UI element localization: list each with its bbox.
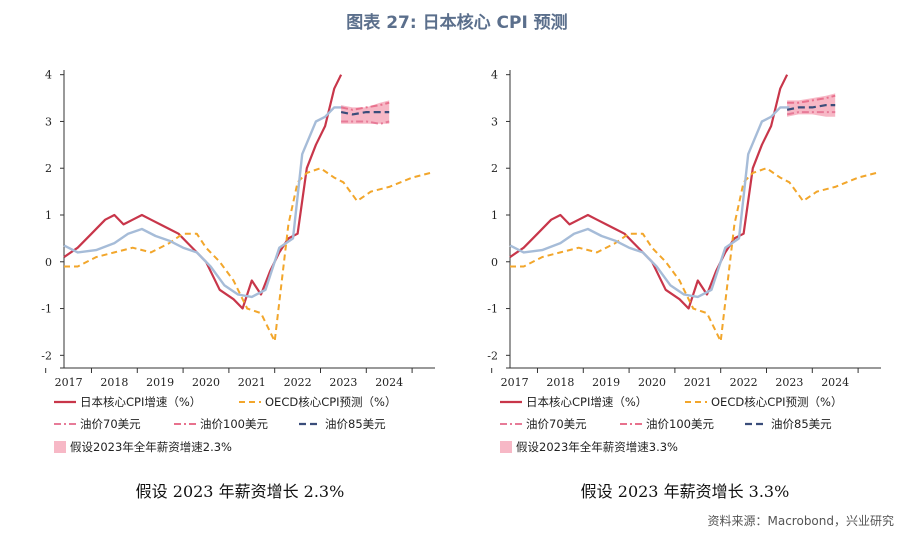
series-line-oecd xyxy=(510,167,877,343)
x-tick-label: 2022 xyxy=(284,376,312,389)
chart-right-svg: 4 3 2 1 0 -1 -2 2017 2018 2019 2020 2021 2022 2023 202… xyxy=(487,69,881,454)
caption-left: 假设 2023 年薪资增长 2.3% xyxy=(135,482,345,501)
y-tick-label: -1 xyxy=(487,303,498,316)
chart-left-svg: 4 3 2 1 0 -1 -2 2017 2018 2019 2020 2021 2022 2023 202… xyxy=(41,69,435,454)
x-tick-label: 2021 xyxy=(238,376,266,389)
x-tick-label: 2024 xyxy=(375,376,403,389)
series-line-proxy xyxy=(509,106,790,299)
y-tick-label: 0 xyxy=(491,256,498,269)
y-tick-label: 1 xyxy=(45,209,52,222)
y-tick-label: 2 xyxy=(491,162,498,175)
legend-band-swatch xyxy=(54,441,66,453)
legend-core-cpi-label: 日本核心CPI增速（%） xyxy=(526,395,647,409)
legend-band-label: 假设2023年全年薪资增速3.3% xyxy=(516,440,678,454)
x-tick-label: 2023 xyxy=(775,376,803,389)
series-line-oil85 xyxy=(340,111,390,116)
source-note: 资料来源：Macrobond，兴业研究 xyxy=(707,514,895,528)
x-tick-label: 2022 xyxy=(730,376,758,389)
legend-oil70-label: 油价70美元 xyxy=(526,417,587,431)
series-line-oil70 xyxy=(786,111,836,116)
x-tick-label: 2019 xyxy=(146,376,174,389)
series-line-oil70 xyxy=(341,120,390,125)
legend-oil100-label: 油价100美元 xyxy=(200,417,268,431)
legend-band-swatch xyxy=(500,441,512,453)
legend-oil70-label: 油价70美元 xyxy=(80,417,141,431)
x-tick-label: 2024 xyxy=(821,376,849,389)
y-tick-label: 3 xyxy=(45,115,52,128)
y-tick-label: 0 xyxy=(45,256,52,269)
series-line-core_cpi xyxy=(63,74,343,310)
legend-core-cpi-label: 日本核心CPI增速（%） xyxy=(80,395,201,409)
series-line-oil100 xyxy=(340,101,390,111)
chart-panel-right: 4 3 2 1 0 -1 -2 2017 2018 2019 2020 2021 2022 2023 202… xyxy=(456,30,896,500)
legend-oecd-label: OECD核心CPI预测（%） xyxy=(265,395,397,409)
series-line-oil100 xyxy=(787,94,836,104)
y-tick-label: -1 xyxy=(41,303,52,316)
legend-oil85-label: 油价85美元 xyxy=(771,417,832,431)
y-tick-label: 4 xyxy=(491,69,498,82)
caption-right: 假设 2023 年薪资增长 3.3% xyxy=(580,482,790,501)
x-tick-label: 2023 xyxy=(329,376,357,389)
series-line-core_cpi xyxy=(509,74,789,310)
series-line-oecd xyxy=(64,167,431,343)
x-tick-label: 2017 xyxy=(55,376,83,389)
x-tick-label: 2021 xyxy=(684,376,712,389)
y-tick-label: 4 xyxy=(45,69,52,82)
y-tick-label: -2 xyxy=(487,349,498,362)
series-line-oil85 xyxy=(786,104,836,111)
legend-band-label: 假设2023年全年薪资增速2.3% xyxy=(70,440,232,454)
y-tick-label: 2 xyxy=(45,162,52,175)
legend-oecd-label: OECD核心CPI预测（%） xyxy=(711,395,843,409)
x-tick-label: 2020 xyxy=(192,376,220,389)
figure-title: 图表 27: 日本核心 CPI 预测 xyxy=(346,13,568,33)
legend-oil85-label: 油价85美元 xyxy=(325,417,386,431)
y-tick-label: 3 xyxy=(491,115,498,128)
x-tick-label: 2018 xyxy=(100,376,128,389)
x-tick-label: 2018 xyxy=(546,376,574,389)
legend-oil100-label: 油价100美元 xyxy=(646,417,714,431)
series-line-proxy xyxy=(63,106,344,299)
y-tick-label: -2 xyxy=(41,349,52,362)
x-tick-label: 2017 xyxy=(501,376,529,389)
x-tick-label: 2020 xyxy=(638,376,666,389)
chart-panel-left: 4 3 2 1 0 -1 -2 2017 2018 2019 2020 2021 2022 2023 202… xyxy=(10,30,450,500)
x-tick-label: 2019 xyxy=(592,376,620,389)
y-tick-label: 1 xyxy=(491,209,498,222)
